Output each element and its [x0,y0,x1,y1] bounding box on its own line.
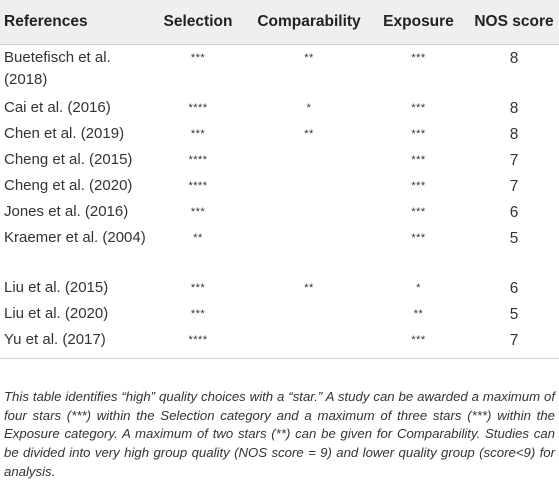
cell-exposure: * [416,281,421,294]
cell-score: 5 [509,305,519,323]
cell-selection: **** [188,179,208,192]
cell-reference: Buetefisch et al. (2018) [4,49,111,88]
cell-score: 7 [509,177,519,195]
cell-comparability [250,199,368,225]
cell-exposure: *** [411,101,426,114]
table-row: Chen et al. (2019) *** ** *** 8 [0,121,559,147]
cell-selection: *** [190,281,206,294]
cell-score: 5 [509,229,519,247]
cell-reference: Chen et al. (2019) [4,124,125,142]
table-header-row: References Selection Comparability Expos… [0,0,559,45]
cell-score: 8 [509,99,519,117]
cell-score: 8 [509,50,519,67]
cell-comparability [250,327,368,358]
header-nos-score: NOS score [469,0,559,45]
cell-score: 7 [509,331,519,349]
cell-exposure: ** [413,307,424,320]
cell-exposure: *** [411,52,426,64]
cell-reference: Jones et al. (2016) [4,202,129,220]
cell-selection: **** [188,101,208,114]
cell-selection: *** [190,307,206,320]
cell-reference: Yu et al. (2017) [4,330,106,348]
table-row: Cheng et al. (2015) **** *** 7 [0,147,559,173]
table-footnote: This table identifies “high” quality cho… [4,389,555,479]
cell-selection: *** [190,127,206,140]
cell-reference: Liu et al. (2015) [4,278,109,296]
cell-selection: *** [190,52,206,64]
table-row: Cheng et al. (2020) **** *** 7 [0,173,559,199]
cell-comparability: ** [304,127,314,140]
nos-quality-table: References Selection Comparability Expos… [0,0,559,358]
cell-reference: Kraemer et al. (2004) [4,228,146,246]
quality-assessment-table-container: References Selection Comparability Expos… [0,0,559,359]
table-bottom-rule [0,357,559,359]
header-selection: Selection [146,0,250,45]
header-comparability: Comparability [250,0,368,45]
cell-selection: *** [190,205,206,218]
cell-exposure: *** [411,127,426,140]
cell-exposure: *** [411,205,426,218]
cell-exposure: *** [411,153,426,166]
table-row: Cai et al. (2016) **** * *** 8 [0,95,559,121]
table-row: Jones et al. (2016) *** *** 6 [0,199,559,225]
table-row: Liu et al. (2020) *** ** 5 [0,301,559,327]
cell-comparability [250,301,368,327]
cell-score: 8 [509,125,519,143]
header-exposure: Exposure [368,0,469,45]
cell-selection: **** [188,333,208,346]
cell-reference: Liu et al. (2020) [4,304,109,322]
cell-reference: Cai et al. (2016) [4,98,111,116]
cell-score: 6 [509,279,519,297]
table-row: Liu et al. (2015) *** ** * 6 [0,275,559,301]
table-row: Buetefisch et al. (2018) *** ** *** 8 [0,45,559,95]
cell-reference: Cheng et al. (2015) [4,150,133,168]
cell-reference: Cheng et al. (2020) [4,176,133,194]
cell-comparability [250,147,368,173]
cell-comparability: ** [304,52,314,64]
cell-score: 6 [509,203,519,221]
table-row: Yu et al. (2017) **** *** 7 [0,327,559,358]
cell-comparability [250,173,368,199]
cell-comparability: * [306,101,312,114]
header-references: References [0,0,146,45]
cell-comparability [250,225,368,275]
cell-exposure: *** [411,179,426,192]
cell-exposure: *** [411,333,426,346]
table-row: Kraemer et al. (2004) ** *** 5 [0,225,559,275]
cell-exposure: *** [411,231,426,244]
cell-selection: ** [193,231,203,244]
cell-selection: **** [188,153,208,166]
cell-score: 7 [509,151,519,169]
cell-comparability: ** [304,281,314,294]
